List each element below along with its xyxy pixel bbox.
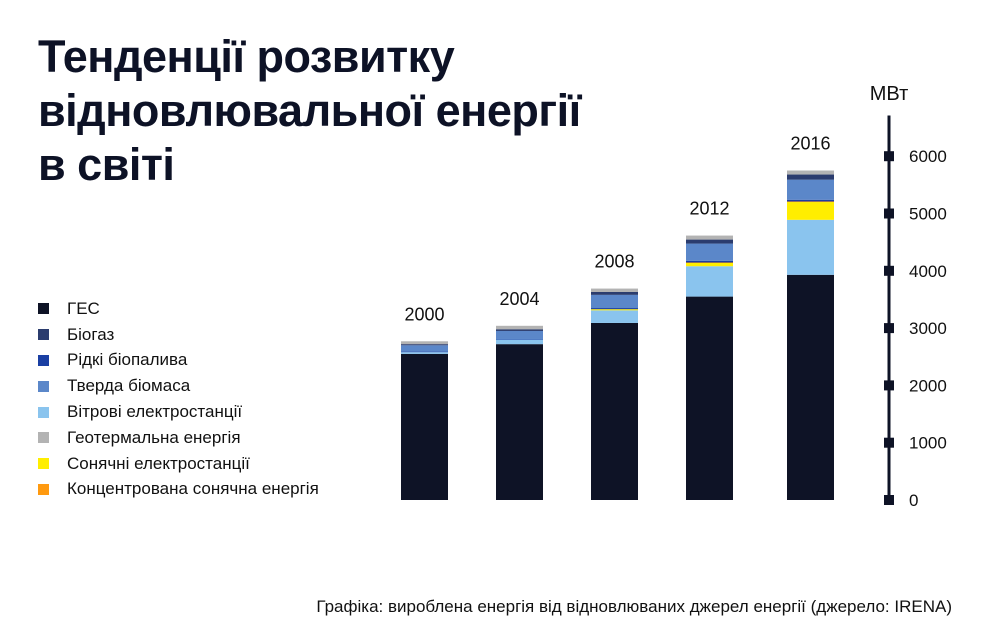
y-tick-marker	[884, 208, 894, 219]
bar-segment	[686, 262, 733, 267]
bar-segment	[787, 274, 834, 500]
legend-label: Концентрована сонячна енергія	[67, 479, 319, 499]
bar-segment	[686, 266, 733, 297]
bar-segment	[401, 353, 448, 500]
legend-swatch	[38, 354, 49, 366]
legend-item-wind: Вітрові електростанції	[38, 399, 319, 425]
y-tick-marker	[884, 437, 894, 448]
chart-title: Тенденції розвитку відновлювальної енерг…	[38, 31, 581, 190]
legend-swatch	[38, 303, 49, 315]
bar-segment	[591, 310, 638, 323]
legend-label: Геотермальна енергія	[67, 427, 241, 447]
y-tick-marker	[884, 495, 894, 505]
y-tick-marker	[884, 323, 894, 334]
bar-segment	[401, 344, 448, 346]
y-tick-marker	[884, 380, 894, 391]
y-tick-label: 3000	[909, 319, 947, 338]
legend-swatch	[38, 458, 49, 470]
bar-segment	[401, 352, 448, 354]
bar-segment	[686, 260, 733, 263]
year-label: 2004	[499, 289, 539, 309]
legend: ГЕС Біогаз Рідкі біопалива Тверда біомас…	[38, 296, 319, 502]
bar-segment	[787, 199, 834, 202]
bar-segment	[496, 329, 543, 331]
bar-segment	[787, 170, 834, 175]
bar-segment	[787, 201, 834, 203]
bar-segment	[787, 219, 834, 275]
bar-segment	[686, 235, 733, 240]
y-tick-label: 2000	[909, 376, 947, 395]
legend-label: ГЕС	[67, 298, 100, 318]
legend-label: Вітрові електростанції	[67, 402, 243, 422]
year-label: 2012	[689, 199, 729, 219]
year-label: 2016	[790, 134, 830, 154]
bar-segment	[591, 292, 638, 295]
bar-segment	[401, 345, 448, 352]
legend-swatch	[38, 329, 49, 341]
bar-segment	[496, 339, 543, 345]
bar-segment	[496, 325, 543, 330]
legend-swatch	[38, 483, 49, 495]
y-tick-label: 6000	[909, 147, 947, 166]
year-label: 2000	[404, 304, 444, 324]
y-tick-label: 0	[909, 491, 918, 510]
bar-segment	[496, 344, 543, 500]
bar-segment	[591, 308, 638, 310]
legend-label: Тверда біомаса	[67, 376, 191, 396]
bar-segment	[787, 179, 834, 200]
legend-label: Біогаз	[67, 324, 115, 344]
legend-swatch	[38, 406, 49, 418]
bar-segment	[496, 330, 543, 339]
legend-item-liquid-biofuels: Рідкі біопалива	[38, 348, 319, 374]
year-label: 2008	[594, 252, 634, 272]
legend-item-csp: Концентрована сонячна енергія	[38, 477, 319, 503]
bar-segment	[686, 296, 733, 500]
bar-segment	[787, 202, 834, 220]
y-tick-marker	[884, 265, 894, 276]
legend-item-geothermal: Геотермальна енергія	[38, 425, 319, 451]
y-axis-unit: МВт	[870, 83, 909, 105]
y-tick-label: 1000	[909, 434, 947, 453]
bar-segment	[496, 338, 543, 340]
legend-label: Сонячні електростанції	[67, 453, 250, 473]
bar-segment	[787, 174, 834, 180]
y-tick-label: 4000	[909, 262, 947, 281]
bar-segment	[686, 262, 733, 263]
y-tick-marker	[884, 151, 894, 162]
legend-swatch	[38, 380, 49, 392]
legend-swatch	[38, 432, 49, 444]
legend-item-biogas: Біогаз	[38, 322, 319, 348]
bar-segment	[591, 309, 638, 311]
legend-item-hydro: ГЕС	[38, 296, 319, 322]
bar-segment	[686, 243, 733, 261]
legend-item-solid-biomass: Тверда біомаса	[38, 373, 319, 399]
bar-segment	[401, 341, 448, 345]
bar-segment	[591, 294, 638, 309]
bar-segment	[591, 322, 638, 500]
bar-segment	[401, 351, 448, 353]
bar-segment	[686, 239, 733, 244]
legend-label: Рідкі біопалива	[67, 350, 188, 370]
source-caption: Графіка: вироблена енергія від відновлюв…	[316, 597, 952, 616]
bar-segment	[591, 288, 638, 293]
legend-item-solar-pv: Сонячні електростанції	[38, 451, 319, 477]
y-tick-label: 5000	[909, 205, 947, 224]
